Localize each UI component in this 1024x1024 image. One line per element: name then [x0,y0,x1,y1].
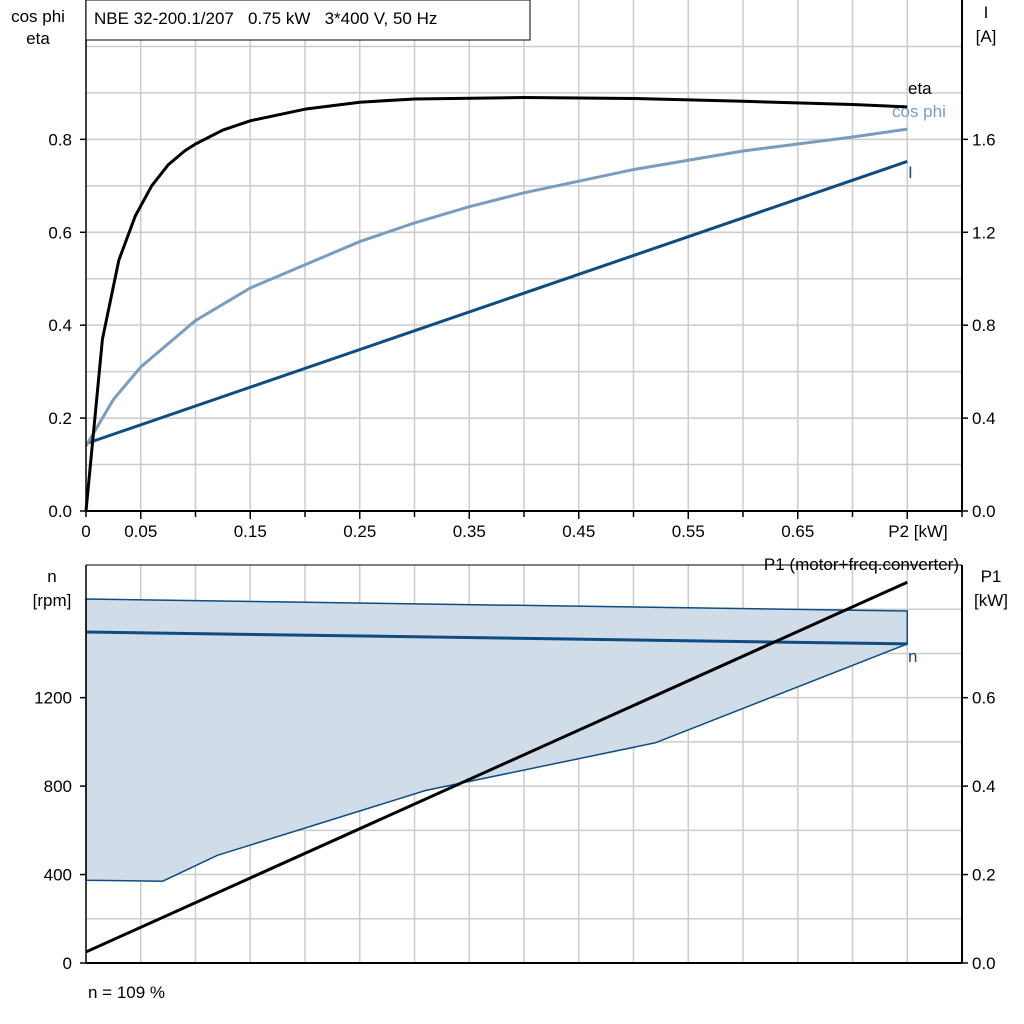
y-tick-label-left: 0 [63,954,72,973]
speed-range-area [85,598,908,882]
cos-phi-line [84,127,908,447]
eta-label: eta [908,79,932,98]
y-tick-label-right: 1.6 [972,130,996,149]
speed-line [85,630,908,646]
top-right-ylabel-2: [A] [976,27,997,46]
x-tick-label: 0.15 [234,522,267,541]
chart-title: NBE 32-200.1/207 0.75 kW 3*400 V, 50 Hz [94,9,437,28]
y-tick-label-left: 400 [44,866,72,885]
p1-line [85,580,908,954]
y-tick-label-left: 0.2 [48,409,72,428]
current-label: I [908,163,913,182]
y-tick-label-right: 0.0 [972,954,996,973]
y-tick-label-right: 0.6 [972,689,996,708]
x-tick-label: 0.35 [453,522,486,541]
axes: 0 0.05 0.15 0.25 0.35 0.45 0.55 0.65 0.0 0.2 0.4 0.… [34,0,996,973]
x-tick-label: 0.65 [781,522,814,541]
x-tick-label: 0.05 [124,522,157,541]
title-box [85,0,531,41]
bottom-left-ylabel-2: [rpm] [33,591,72,610]
y-tick-label-left: 0.0 [48,502,72,521]
top-left-ylabel-1: cos phi [11,7,65,26]
y-tick-label-right: 0.0 [972,502,996,521]
eta-line [84,96,908,512]
bottom-right-ylabel-2: [kW] [974,591,1008,610]
y-tick-label-left: 0.6 [48,223,72,242]
n-label: n [908,647,917,666]
y-tick-label-left: 0.8 [48,130,72,149]
x-tick-label: 0 [81,522,90,541]
y-tick-label-left: 800 [44,777,72,796]
y-tick-label-right: 0.4 [972,777,996,796]
x-tick-label: 0.55 [672,522,705,541]
footnote: n = 109 % [88,983,165,1002]
y-tick-label-right: 1.2 [972,223,996,242]
y-tick-label-right: 0.2 [972,866,996,885]
y-tick-label-right: 0.8 [972,316,996,335]
top-grid [86,0,962,511]
chart-marks [84,96,908,954]
y-tick-label-left: 0.4 [48,316,72,335]
x-axis-label: P2 [kW] [888,522,948,541]
cos-phi-label: cos phi [892,102,946,121]
current-line [85,160,908,446]
bottom-right-ylabel-1: P1 [981,567,1002,586]
x-tick-label: 0.45 [562,522,595,541]
x-tick-label: 0.25 [343,522,376,541]
top-right-ylabel-1: I [984,3,989,22]
y-tick-label-left: 1200 [34,689,72,708]
top-left-ylabel-2: eta [26,29,50,48]
bottom-left-ylabel-1: n [47,567,56,586]
p1-label: P1 (motor+freq.converter) [764,555,959,574]
y-tick-label-right: 0.4 [972,409,996,428]
